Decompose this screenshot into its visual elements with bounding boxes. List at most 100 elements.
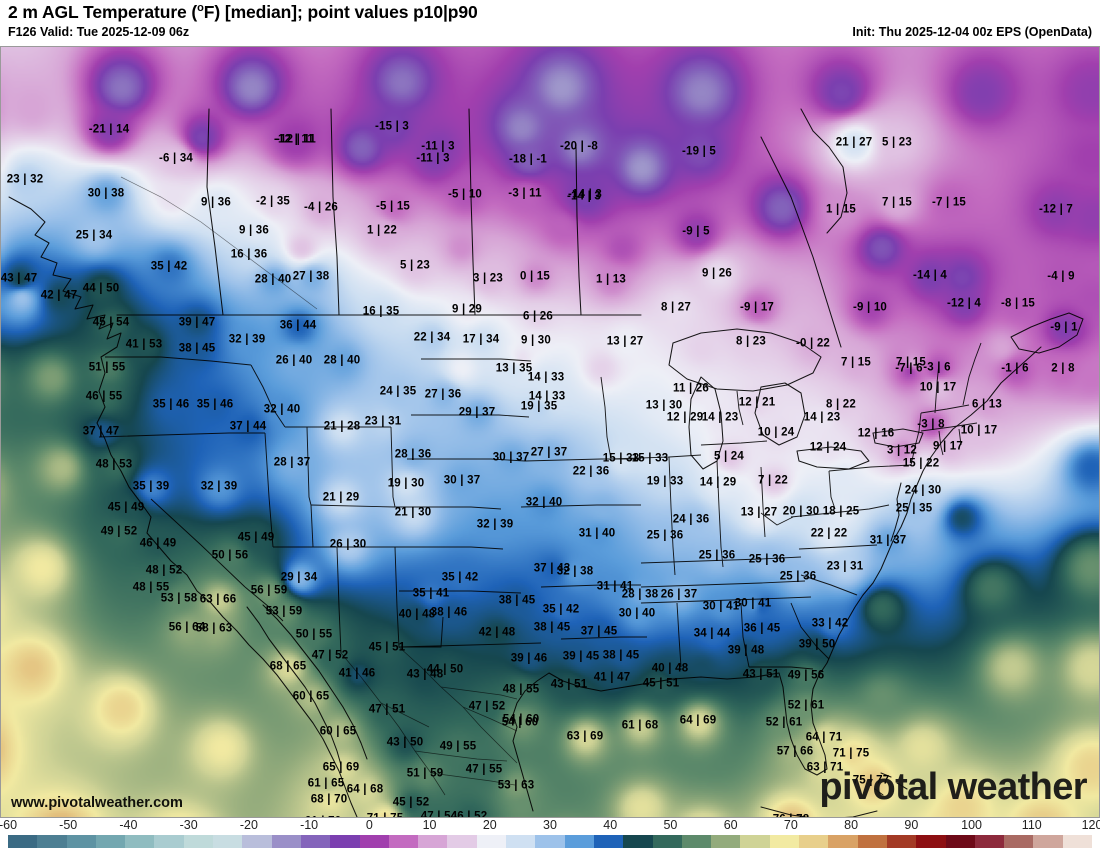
colorbar-segment [1062,835,1092,848]
colorbar-tick: 100 [961,818,982,832]
colorbar-tick: 10 [422,818,437,832]
point-value-label: 45 | 51 [642,677,680,690]
point-value-label: 40 | 48 [398,608,436,621]
colorbar-segment [1033,835,1063,848]
point-value-label: 46 | 55 [85,390,123,403]
point-value-label: 21 | 30 [394,506,432,519]
point-value-label: 32 | 39 [200,480,238,493]
point-value-label: 33 | 42 [811,617,849,630]
point-value-label: 31 | 41 [596,580,634,593]
title-text: 2 m AGL Temperature ( [8,2,198,22]
colorbar-segment [652,835,682,848]
watermark-url: www.pivotalweather.com [11,795,183,811]
point-value-label: 43 | 51 [742,668,780,681]
point-value-label: 12 | 21 [738,396,776,409]
colorbar-tick: -10 [300,818,319,832]
point-value-label: 45 | 49 [237,531,275,544]
colorbar-segment [711,835,741,848]
point-value-label: 36 | 44 [279,319,317,332]
point-value-label: 35 | 42 [441,571,479,584]
point-value-label: 71 | 75 [367,813,404,817]
point-value-label: 22 | 22 [810,527,848,540]
point-value-label: -3 | 11 [508,187,542,200]
map-canvas-container[interactable]: -21 | 14 23 | 32 -6 | 34 30 | 38 -12 | 11 25 … [0,46,1100,818]
point-value-label: 26 | 30 [329,538,367,551]
point-value-label: 38 | 45 [533,621,571,634]
point-value-label: 45 | 52 [392,796,430,809]
point-value-label: 5 | 24 [714,450,744,463]
point-value-label: 39 | 47 [178,316,216,329]
colorbar-segment [1004,835,1034,848]
point-value-label: 20 | 30 [782,505,820,518]
point-value-label: 45 | 49 [107,501,145,514]
point-value-label: 12 | 16 [857,427,895,440]
watermark-brand: pivotal weather [819,766,1087,808]
colorbar-segment [8,835,38,848]
point-value-label: 53 | 63 [497,779,535,792]
point-value-label: 7 | 15 [896,356,926,369]
point-value-label: 1 | 13 [596,273,626,286]
point-value-label: 52 | 61 [765,716,803,729]
colorbar-tick-labels: -60 -50 -40 -30 -20 -10 0 10 20 30 40 50 60 70 80 90 100… [0,818,1100,834]
colorbar-tick: 60 [723,818,738,832]
point-value-label: 15 | 33 [602,452,640,465]
point-value-label: 14 | 29 [699,476,737,489]
point-value-label: 8 | 27 [661,301,691,314]
colorbar-segment [66,835,96,848]
colorbar-tick: -40 [119,818,138,832]
geography-overlay [8,108,1084,817]
title-text-tail: F) [median]; point values p10|p90 [203,2,478,22]
point-value-label: 14 | 23 [803,411,841,424]
point-value-label: 9 | 29 [452,303,482,316]
colorbar-segment [799,835,829,848]
point-value-label: 10 | 17 [960,424,998,437]
point-value-label: -14 | 4 [912,269,948,282]
colorbar-segment [623,835,653,848]
colorbar-tick: 40 [603,818,618,832]
point-value-label: -6 | 34 [158,152,194,165]
point-value-label: 0 | 15 [520,270,550,283]
point-value-label: -5 | 10 [447,188,483,201]
point-value-label: 29 | 37 [458,406,496,419]
point-value-label: 9 | 36 [239,224,269,237]
point-value-label: 35 | 39 [132,480,170,493]
colorbar-segment [125,835,155,848]
point-value-label: 32 | 40 [263,403,301,416]
colorbar-segment [183,835,214,848]
point-value-label: 54 | 60 [502,713,540,726]
colorbar-segment [300,835,331,848]
colorbar: -60 -50 -40 -30 -20 -10 0 10 20 30 40 50 60 70 80 90 100… [0,818,1100,850]
point-value-label: 64 | 69 [679,714,717,727]
point-value-label: 21 | 29 [322,491,360,504]
point-value-label: 35 | 42 [542,603,580,616]
colorbar-tick: 110 [1021,818,1042,832]
point-value-label: 49 | 56 [787,669,825,682]
point-value-label: 34 | 44 [693,627,731,640]
point-value-label: 15 | 33 [631,452,669,465]
colorbar-segment [359,835,389,848]
point-value-label: 53 | 59 [265,605,303,618]
point-value-label: 45 | 51 [368,641,406,654]
point-value-label: 42 | 47 [40,289,78,302]
init-time-label: Init: Thu 2025-12-04 00z EPS (OpenData) [852,25,1092,39]
point-value-label: 50 | 56 [211,549,249,562]
point-value-label: -3 | 8 [917,418,945,431]
point-value-label: 9 | 17 [933,440,963,453]
point-value-label: 12 | 29 [666,411,704,424]
point-value-label: 37 | 44 [229,420,267,433]
point-value-label: 43 | 51 [550,678,588,691]
point-value-label: 24 | 30 [904,484,942,497]
point-value-label: 64 | 71 [805,731,843,744]
point-value-label: 28 | 40 [323,354,361,367]
point-value-label: 25 | 36 [779,570,817,583]
point-value-label: 28 | 38 [621,588,659,601]
point-value-label: 37 | 43 [533,562,571,575]
point-value-label: 16 | 36 [230,248,268,261]
point-value-label: 36 | 45 [743,622,781,635]
point-value-label: 7 | 15 [841,356,871,369]
point-value-label: 13 | 27 [740,506,778,519]
colorbar-segment [476,835,507,848]
point-value-label: 10 | 24 [757,426,795,439]
colorbar-segment [95,835,126,848]
